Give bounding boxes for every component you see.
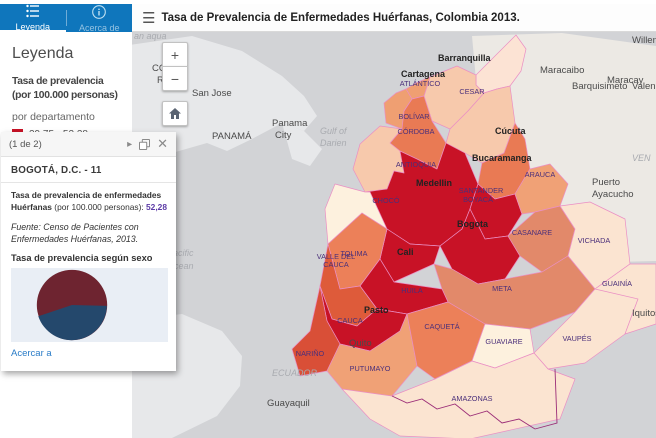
svg-text:BOLÍVAR: BOLÍVAR xyxy=(398,112,429,121)
svg-text:Cúcuta: Cúcuta xyxy=(495,126,526,136)
svg-text:NARIÑO: NARIÑO xyxy=(296,349,325,358)
svg-text:ECUADOR: ECUADOR xyxy=(272,368,318,378)
svg-text:AMAZONAS: AMAZONAS xyxy=(452,394,493,403)
svg-text:Puerto: Puerto xyxy=(592,177,620,188)
svg-text:CASANARE: CASANARE xyxy=(512,228,552,237)
svg-text:ARAUCA: ARAUCA xyxy=(525,170,556,179)
svg-text:Gulf of: Gulf of xyxy=(320,126,348,136)
svg-text:SANTANDER: SANTANDER xyxy=(459,186,503,195)
svg-text:CAQUETÁ: CAQUETÁ xyxy=(424,322,459,331)
svg-text:CÓRDOBA: CÓRDOBA xyxy=(398,127,435,136)
svg-text:Darien: Darien xyxy=(320,138,347,148)
svg-text:PUTUMAYO: PUTUMAYO xyxy=(350,364,391,373)
svg-text:Medellin: Medellin xyxy=(416,178,452,188)
svg-text:META: META xyxy=(492,284,512,293)
svg-text:CHOCÓ: CHOCÓ xyxy=(372,196,399,205)
svg-text:CAUCA: CAUCA xyxy=(323,260,349,269)
svg-text:VICHADA: VICHADA xyxy=(578,236,611,245)
svg-text:an aqua: an aqua xyxy=(134,31,167,41)
svg-text:VEN: VEN xyxy=(632,153,651,163)
svg-text:Barquisimeto: Barquisimeto xyxy=(572,81,627,92)
svg-text:Panama: Panama xyxy=(272,118,308,129)
svg-text:PANAMÁ: PANAMÁ xyxy=(212,131,252,142)
svg-text:ATLÁNTICO: ATLÁNTICO xyxy=(400,79,441,88)
svg-text:GUAVIARE: GUAVIARE xyxy=(485,337,522,346)
svg-text:San Jose: San Jose xyxy=(192,88,232,99)
svg-text:CESAR: CESAR xyxy=(459,87,484,96)
svg-text:Barranquilla: Barranquilla xyxy=(438,53,492,63)
svg-text:VAUPÉS: VAUPÉS xyxy=(562,334,591,343)
svg-text:BOYACÁ: BOYACÁ xyxy=(463,195,493,204)
svg-text:GUAINÍA: GUAINÍA xyxy=(602,279,632,288)
svg-text:Pasto: Pasto xyxy=(364,305,389,315)
svg-text:Maracaibo: Maracaibo xyxy=(540,65,584,76)
svg-text:Willemstad: Willemstad xyxy=(632,35,656,46)
svg-text:Bucaramanga: Bucaramanga xyxy=(472,153,533,163)
svg-text:Valencia: Valencia xyxy=(632,81,656,92)
svg-text:Bogota: Bogota xyxy=(457,219,489,229)
svg-text:Iquitos: Iquitos xyxy=(632,308,656,319)
svg-text:Cartagena: Cartagena xyxy=(401,69,446,79)
svg-text:Guayaquil: Guayaquil xyxy=(267,398,310,409)
svg-text:City: City xyxy=(275,130,292,141)
svg-text:Cali: Cali xyxy=(397,247,414,257)
svg-text:Quito: Quito xyxy=(349,338,372,349)
svg-text:HUILA: HUILA xyxy=(401,286,423,295)
svg-text:CAUCA: CAUCA xyxy=(337,316,363,325)
svg-text:ANTIOQUIA: ANTIOQUIA xyxy=(396,160,436,169)
svg-text:Ayacucho: Ayacucho xyxy=(592,189,634,200)
